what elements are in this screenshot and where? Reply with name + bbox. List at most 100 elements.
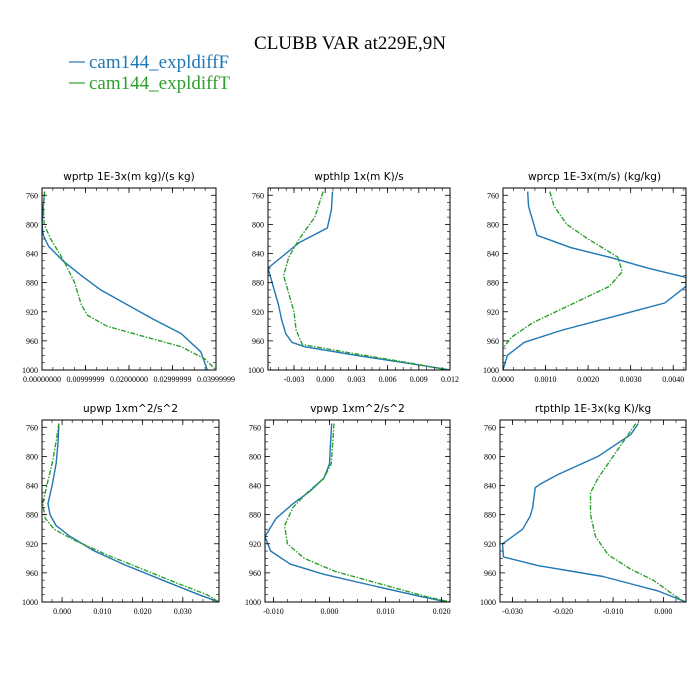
x-tick-label: 0.0000 <box>492 375 514 384</box>
y-tick-label: 960 <box>252 337 264 346</box>
y-tick-label: 1000 <box>22 366 38 375</box>
series-group <box>268 191 450 370</box>
panel-title: wprcp 1E-3x(m/s) (kg/kg) <box>528 171 661 183</box>
x-tick-label: 0.003 <box>347 375 365 384</box>
x-tick-label: 0.000 <box>320 607 338 616</box>
series-line-expldiffF <box>503 191 686 370</box>
x-tick-label: 0.009 <box>410 375 428 384</box>
x-tick-label: 0.00000000 <box>23 375 61 384</box>
series-line-expldiffF <box>501 423 686 602</box>
panel-grid: wprtp 1E-3x(m kg)/(s kg) 760 800 840 880 920 9… <box>22 171 687 616</box>
y-tick-label: 840 <box>26 482 38 491</box>
legend-label-expldiffT: cam144_expldiffT <box>89 73 230 94</box>
y-tick-label: 1000 <box>245 598 261 607</box>
y-tick-label: 880 <box>26 511 38 520</box>
y-tick-label: 760 <box>487 191 499 200</box>
y-tick-label: 920 <box>252 308 264 317</box>
y-tick-label: 760 <box>26 423 38 432</box>
series-line-expldiffT <box>42 423 219 602</box>
y-tick-label: 800 <box>487 220 499 229</box>
x-tick-label: 0.010 <box>377 607 395 616</box>
y-tick-label: 1000 <box>248 366 264 375</box>
x-tick-label: 0.0010 <box>535 375 557 384</box>
panel-4: vpwp 1xm^2/s^2 760 800 840 880 920 960 1000-0.0… <box>245 403 451 616</box>
x-tick-label: 0.010 <box>93 607 111 616</box>
panel-title: vpwp 1xm^2/s^2 <box>310 403 405 415</box>
plot-frame <box>264 419 451 603</box>
plot-frame <box>502 187 687 371</box>
figure-title: CLUBB VAR at229E,9N <box>254 33 446 54</box>
y-tick-label: 840 <box>26 250 38 259</box>
x-tick-label: -0.010 <box>603 607 624 616</box>
panel-3: upwp 1xm^2/s^2 760 800 840 880 920 960 1000 0.00… <box>22 403 220 616</box>
x-tick-label: 0.02000000 <box>110 375 148 384</box>
y-tick-label: 800 <box>484 452 496 461</box>
x-tick-label: 0.0040 <box>662 375 684 384</box>
series-line-expldiffF <box>47 423 219 602</box>
x-tick-label: 0.000 <box>654 607 672 616</box>
y-tick-label: 840 <box>249 482 261 491</box>
y-tick-label: 760 <box>484 423 496 432</box>
y-tick-label: 880 <box>26 279 38 288</box>
y-tick-label: 840 <box>484 482 496 491</box>
x-tick-label: 0.03999999 <box>197 375 235 384</box>
series-line-expldiffT <box>283 423 450 602</box>
x-tick-label: 0.0030 <box>620 375 642 384</box>
series-group <box>42 191 216 370</box>
legend-entry-expldiffF: cam144_expldiffF <box>69 52 229 73</box>
x-tick-label: 0.012 <box>441 375 459 384</box>
series-group <box>501 423 686 602</box>
y-tick-label: 840 <box>487 250 499 259</box>
y-tick-label: 920 <box>26 308 38 317</box>
plot-frame <box>41 187 217 371</box>
plot-frame <box>267 187 451 371</box>
panel-2: wprcp 1E-3x(m/s) (kg/kg) 760 800 840 880 920 9… <box>483 171 687 384</box>
y-tick-label: 800 <box>26 452 38 461</box>
series-group <box>265 423 450 602</box>
x-tick-label: -0.030 <box>502 607 523 616</box>
y-tick-label: 880 <box>249 511 261 520</box>
legend-entry-expldiffT: cam144_expldiffT <box>69 73 230 94</box>
y-tick-label: 920 <box>26 540 38 549</box>
y-tick-label: 880 <box>484 511 496 520</box>
series-line-expldiffF <box>265 423 448 602</box>
y-tick-label: 920 <box>487 308 499 317</box>
y-tick-label: 880 <box>252 279 264 288</box>
y-tick-label: 760 <box>249 423 261 432</box>
y-tick-label: 960 <box>484 569 496 578</box>
y-tick-label: 760 <box>252 191 264 200</box>
panel-title: upwp 1xm^2/s^2 <box>83 403 178 415</box>
panel-title: wpthlp 1x(m K)/s <box>314 171 404 183</box>
panel-title: rtpthlp 1E-3x(kg K)/kg <box>535 403 651 415</box>
x-tick-label: 0.00999999 <box>67 375 105 384</box>
y-tick-label: 800 <box>26 220 38 229</box>
panel-0: wprtp 1E-3x(m kg)/(s kg) 760 800 840 880 920 9… <box>22 171 235 384</box>
x-tick-label: -0.020 <box>553 607 574 616</box>
plot-frame <box>499 419 687 603</box>
x-tick-label: 0.020 <box>134 607 152 616</box>
y-tick-label: 1000 <box>22 598 38 607</box>
series-line-expldiffF <box>268 191 450 370</box>
y-tick-label: 760 <box>26 191 38 200</box>
plot-frame <box>41 419 220 603</box>
x-tick-label: -0.003 <box>284 375 305 384</box>
x-tick-label: 0.006 <box>379 375 397 384</box>
y-tick-label: 1000 <box>480 598 496 607</box>
legend-label-expldiffF: cam144_expldiffF <box>89 52 229 73</box>
series-line-expldiffT <box>503 191 623 349</box>
y-tick-label: 840 <box>252 250 264 259</box>
x-tick-label: 0.02999999 <box>154 375 192 384</box>
panel-1: wpthlp 1x(m K)/s 760 800 840 880 920 960 1000 -0… <box>248 171 459 384</box>
panel-title: wprtp 1E-3x(m kg)/(s kg) <box>63 171 194 183</box>
y-tick-label: 960 <box>487 337 499 346</box>
series-line-expldiffF <box>42 191 208 370</box>
y-tick-label: 920 <box>249 540 261 549</box>
series-line-expldiffT <box>42 191 216 370</box>
x-tick-label: 0.000 <box>53 607 71 616</box>
y-tick-label: 960 <box>249 569 261 578</box>
x-tick-label: -0.010 <box>263 607 284 616</box>
y-tick-label: 880 <box>487 279 499 288</box>
y-tick-label: 800 <box>249 452 261 461</box>
x-tick-label: 0.020 <box>433 607 451 616</box>
y-tick-label: 960 <box>26 337 38 346</box>
